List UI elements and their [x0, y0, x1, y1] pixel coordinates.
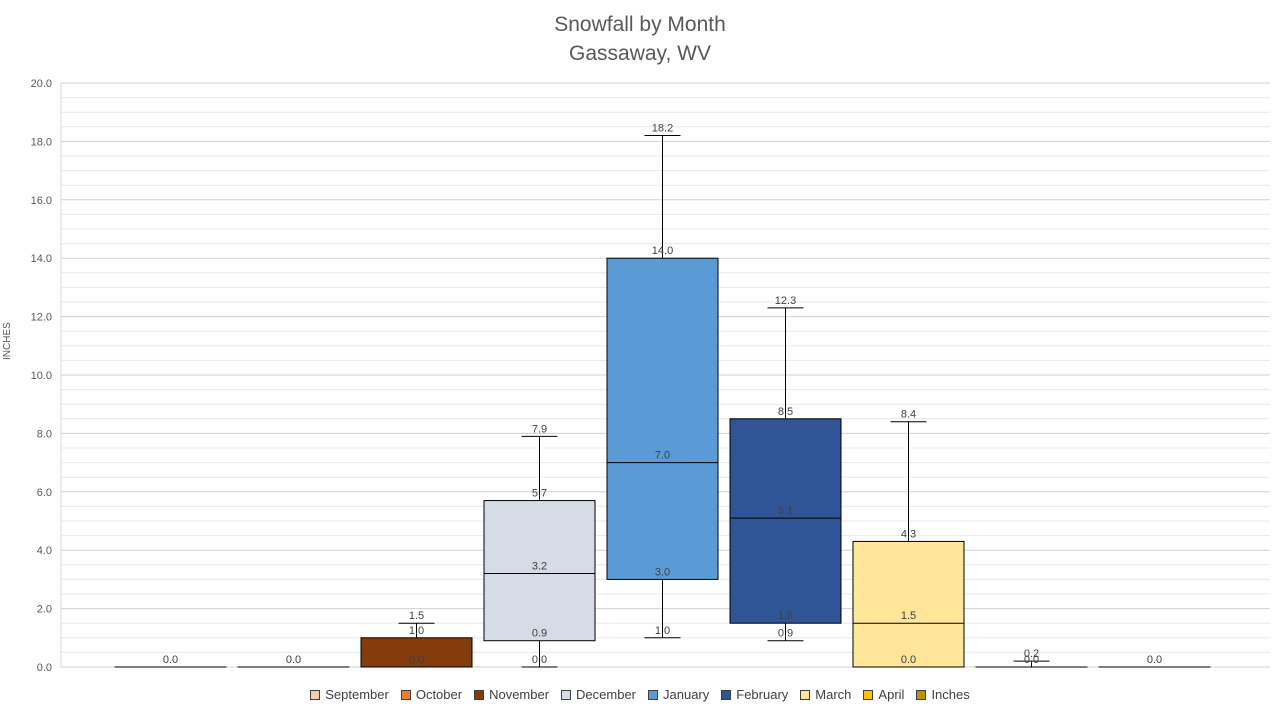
y-tick-label: 16.0 — [31, 195, 52, 207]
data-label: 0.9 — [778, 628, 793, 640]
legend-swatch — [474, 690, 485, 700]
data-label: 0.0 — [286, 654, 301, 666]
data-label: 0.2 — [1024, 648, 1039, 660]
legend-swatch — [863, 690, 874, 700]
box-january — [606, 257, 719, 580]
y-tick-label: 14.0 — [31, 253, 52, 265]
data-label: 0.0 — [901, 654, 916, 666]
y-tick-label: 18.0 — [31, 136, 52, 148]
data-label: 5.7 — [532, 488, 547, 500]
y-tick-label: 20.0 — [31, 78, 52, 90]
chart-subtitle: Gassaway, WV — [569, 42, 711, 65]
box-december — [483, 500, 596, 642]
data-label: 8.5 — [778, 406, 793, 418]
legend-item-october: October — [400, 687, 463, 702]
y-tick-label: 12.0 — [31, 312, 52, 324]
y-tick-label: 2.0 — [37, 604, 52, 616]
legend-item-november: November — [474, 687, 549, 702]
data-label: 12.3 — [775, 295, 796, 307]
legend-label: February — [736, 687, 789, 702]
data-label: 0.0 — [1147, 654, 1162, 666]
data-label: 7.0 — [655, 450, 670, 462]
legend-label: November — [489, 687, 550, 702]
data-label: 0.9 — [532, 628, 547, 640]
data-label: 0.0 — [1024, 654, 1039, 666]
box-february — [729, 418, 842, 624]
data-label: 0.0 — [409, 654, 424, 666]
legend-label: Inches — [931, 687, 970, 702]
data-label: 3.2 — [532, 561, 547, 573]
legend-swatch — [310, 690, 321, 700]
y-tick-label: 6.0 — [37, 487, 52, 499]
legend-label: March — [815, 687, 852, 702]
legend-swatch — [648, 690, 659, 700]
legend-item-february: February — [721, 687, 788, 702]
legend-item-september: September — [310, 687, 389, 702]
data-label: 4.3 — [901, 528, 916, 540]
data-label: 7.9 — [532, 423, 547, 435]
legend-swatch — [721, 690, 732, 700]
y-tick-label: 8.0 — [37, 428, 52, 440]
y-tick-label: 10.0 — [31, 370, 52, 382]
data-label: 18.2 — [652, 123, 673, 135]
data-label: 1.0 — [409, 625, 424, 637]
legend-label: January — [663, 687, 710, 702]
legend-label: September — [325, 687, 389, 702]
data-label: 0.0 — [163, 654, 178, 666]
legend-swatch — [400, 690, 411, 700]
data-label: 5.1 — [778, 505, 793, 517]
legend-swatch — [916, 690, 927, 700]
data-label: 0.0 — [532, 654, 547, 666]
legend-item-inches: Inches — [916, 687, 970, 702]
data-label: 3.0 — [655, 566, 670, 578]
data-label: 1.5 — [409, 610, 424, 622]
data-label: 8.4 — [901, 409, 916, 421]
y-tick-label: 0.0 — [37, 662, 52, 674]
legend-item-december: December — [561, 687, 636, 702]
legend-label: December — [576, 687, 637, 702]
legend-item-january: January — [648, 687, 709, 702]
legend-label: April — [878, 687, 905, 702]
box-november — [360, 637, 473, 668]
chart-legend: September October November December January F… — [0, 687, 1280, 702]
data-label: 1.5 — [901, 610, 916, 622]
legend-item-march: March — [800, 687, 851, 702]
chart-title: Snowfall by Month — [554, 13, 726, 36]
box-march — [852, 540, 965, 668]
legend-item-april: April — [863, 687, 904, 702]
data-label: 1.5 — [778, 610, 793, 622]
data-label: 14.0 — [652, 245, 673, 257]
legend-swatch — [800, 690, 811, 700]
data-label: 1.0 — [655, 625, 670, 637]
y-tick-label: 4.0 — [37, 545, 52, 557]
legend-label: October — [415, 687, 463, 702]
legend-swatch — [561, 690, 572, 700]
